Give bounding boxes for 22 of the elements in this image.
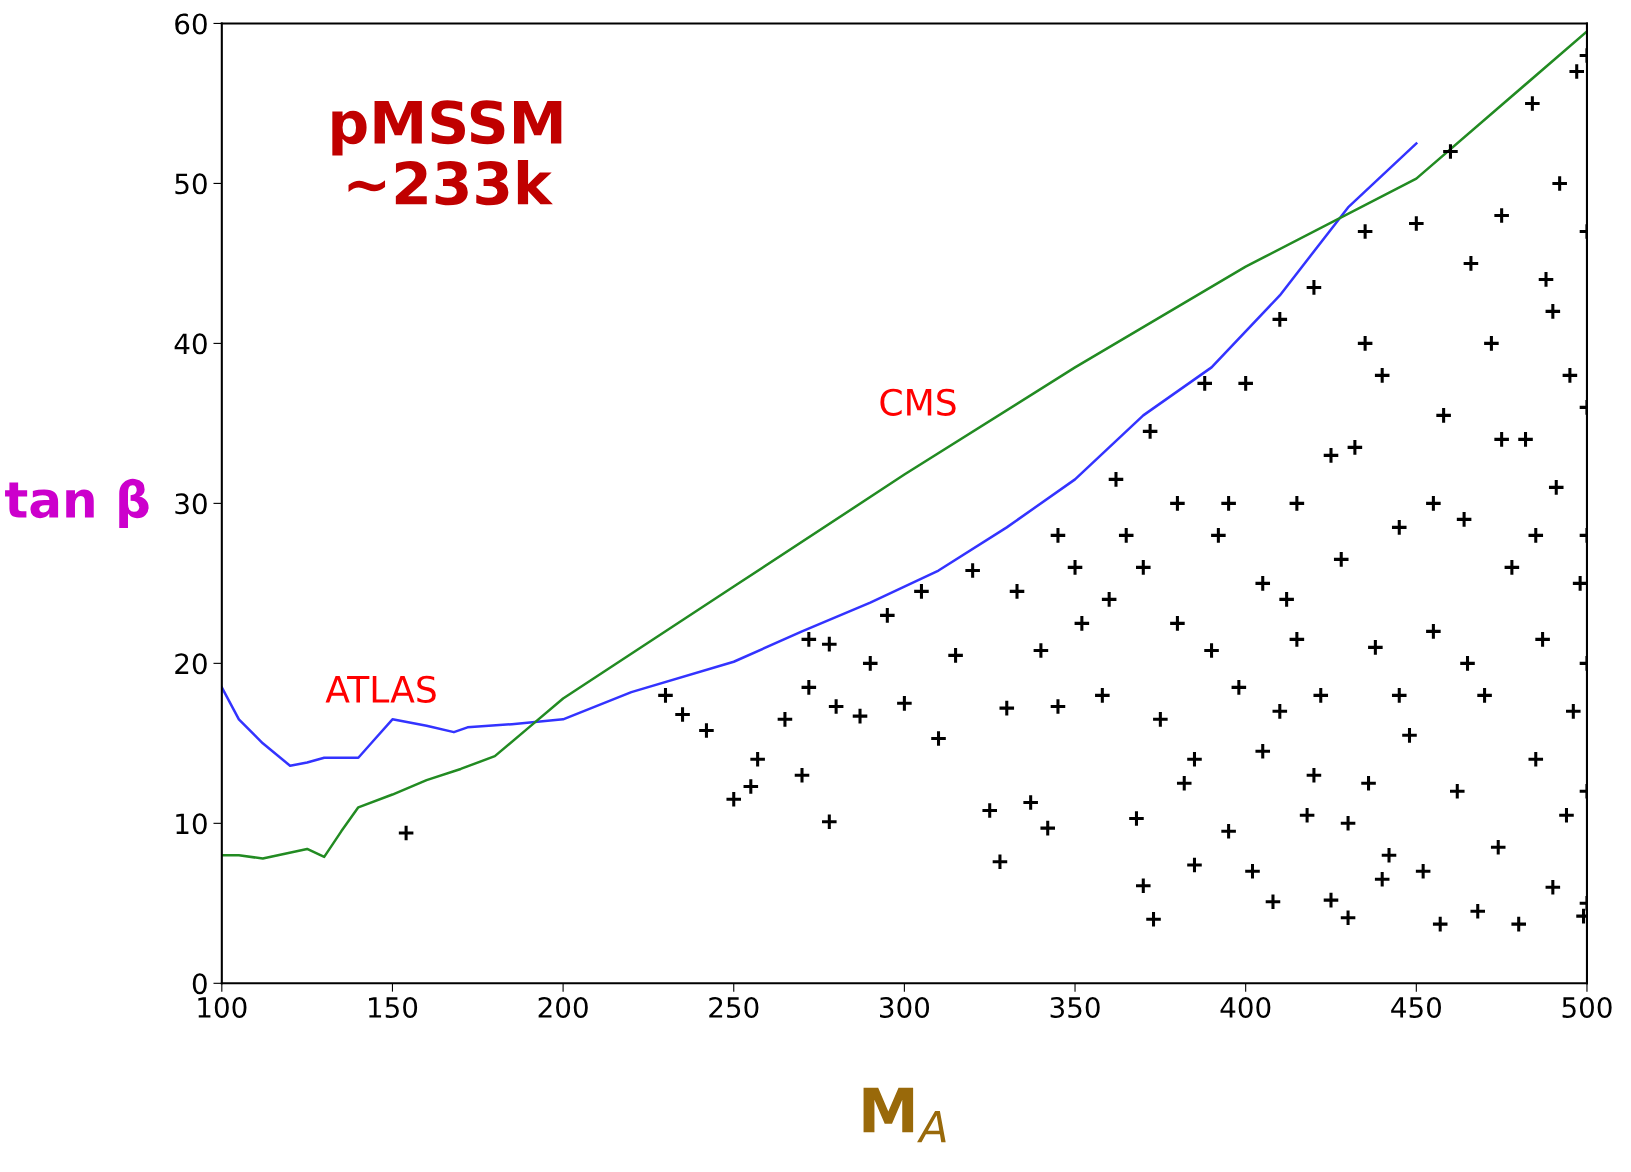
y-tick-label: 60 bbox=[175, 13, 207, 35]
y-tick-label: 10 bbox=[176, 813, 207, 835]
x-axis-title: M$_{A}$ bbox=[863, 1087, 946, 1143]
annotation: CMS bbox=[880, 388, 956, 416]
annotation: ATLAS bbox=[325, 675, 436, 703]
x-tick-label: 450 bbox=[1391, 996, 1441, 1018]
x-tick-label: 250 bbox=[709, 996, 759, 1018]
x-tick-label: 300 bbox=[880, 996, 930, 1018]
x-tick-label: 150 bbox=[369, 996, 418, 1018]
line-series bbox=[221, 30, 1587, 860]
y-tick-label: 30 bbox=[175, 493, 207, 515]
x-tick-label: 100 bbox=[198, 996, 247, 1018]
y-tick-label: 40 bbox=[174, 333, 207, 355]
x-tick-label: 500 bbox=[1562, 996, 1612, 1018]
annotation: pMSSM ~233k bbox=[332, 100, 562, 206]
x-tick-label: 350 bbox=[1050, 996, 1100, 1018]
y-axis-title: tan β bbox=[5, 478, 149, 528]
x-tick-label: 400 bbox=[1220, 996, 1271, 1018]
y-tick-label: 0 bbox=[192, 973, 207, 995]
y-tick-label: 50 bbox=[175, 173, 207, 195]
x-tick-label: 200 bbox=[538, 996, 588, 1018]
y-tick-label: 20 bbox=[175, 653, 207, 675]
